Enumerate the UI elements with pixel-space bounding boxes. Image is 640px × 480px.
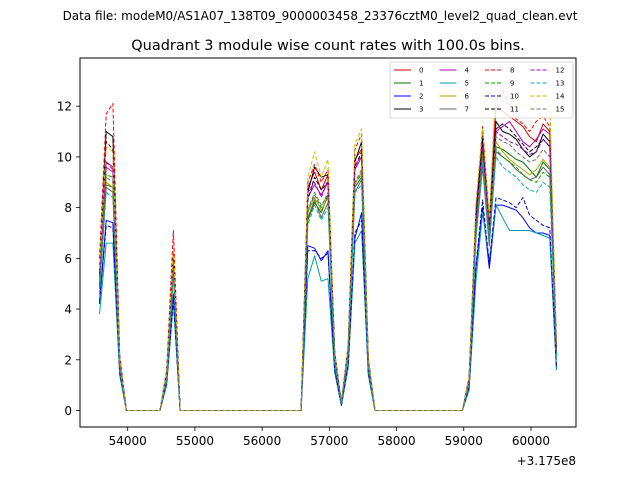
legend-box [389,61,574,119]
y-tick-label: 12 [57,100,72,114]
series-layer [99,80,557,411]
x-tick-label: 56000 [243,434,281,448]
plot-frame [79,57,577,428]
x-tick-label: 57000 [310,434,348,448]
y-tick-label: 8 [64,201,72,215]
x-axis: 54000 55000 56000 57000 58000 59000 60000 [109,427,550,448]
y-tick-label: 10 [57,150,72,164]
series-line-12 [99,131,557,411]
chart-title: Quadrant 3 module wise count rates with … [131,38,525,54]
legend-label-13: 13 [556,80,565,88]
legend-label-6: 6 [465,93,470,101]
x-tick-label: 60000 [512,434,550,448]
legend-label-10: 10 [510,93,519,101]
y-tick-label: 0 [64,404,72,418]
legend-label-0: 0 [419,67,423,75]
chart-suptitle: Data file: modeM0/AS1A07_138T09_90000034… [63,9,578,23]
plot-area [79,57,577,428]
x-tick-label: 59000 [445,434,483,448]
x-tick-label: 54000 [109,434,147,448]
legend-label-4: 4 [465,67,470,75]
legend-label-8: 8 [510,67,514,75]
y-tick-label: 4 [64,303,72,317]
series-line-15 [99,136,557,411]
legend-label-5: 5 [465,80,469,88]
legend-label-2: 2 [419,93,423,101]
legend-label-12: 12 [556,67,565,75]
legend-label-14: 14 [556,93,565,101]
legend-label-9: 9 [510,80,514,88]
series-line-10 [99,197,557,411]
x-offset-label: +3.175e8 [517,454,576,468]
legend-label-11: 11 [510,106,519,114]
legend-label-15: 15 [556,106,565,114]
x-tick-label: 58000 [377,434,415,448]
x-tick-label: 55000 [176,434,214,448]
legend-label-7: 7 [465,106,469,114]
legend-label-3: 3 [419,106,423,114]
legend-label-1: 1 [419,80,423,88]
plot-background [80,58,576,427]
y-tick-label: 2 [64,353,72,367]
y-axis: 0 2 4 6 8 10 12 [57,100,80,418]
y-tick-label: 6 [64,252,72,266]
